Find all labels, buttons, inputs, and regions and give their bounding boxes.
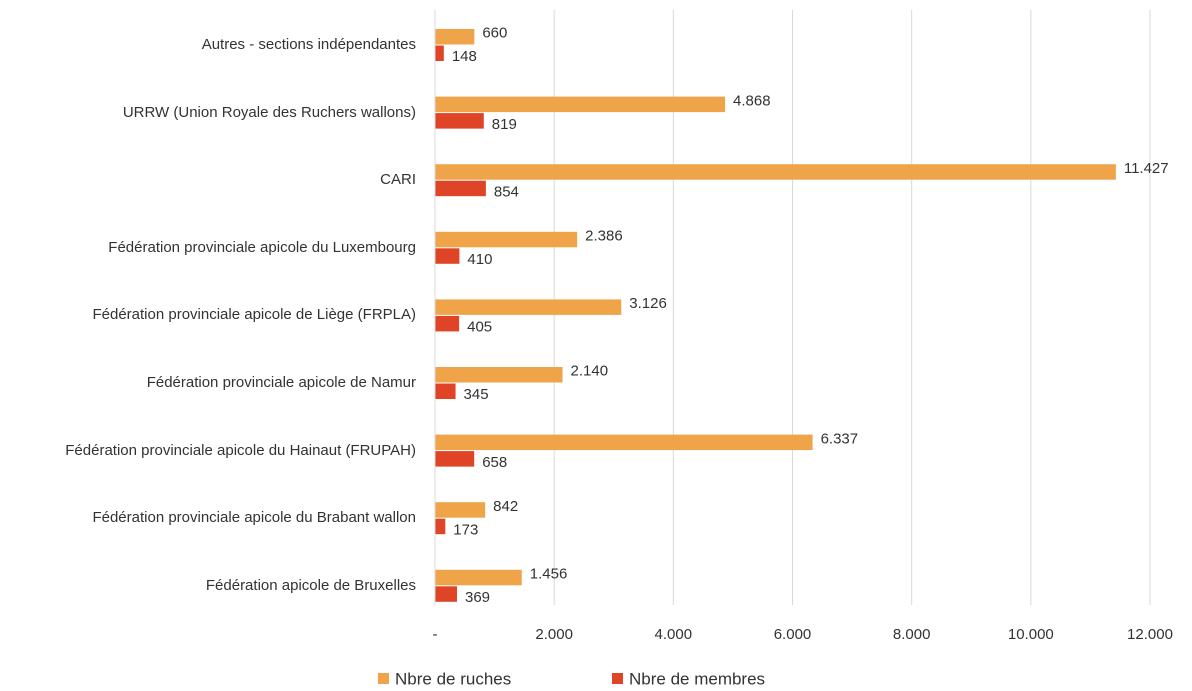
bar bbox=[435, 383, 456, 399]
legend-label: Nbre de ruches bbox=[395, 669, 511, 688]
legend-swatch bbox=[378, 673, 389, 684]
x-tick-label: - bbox=[433, 626, 438, 643]
bar bbox=[435, 586, 457, 602]
data-label: 173 bbox=[453, 521, 478, 538]
x-tick-label: 10.000 bbox=[1008, 626, 1054, 643]
category-label: Fédération provinciale apicole du Hainau… bbox=[65, 441, 416, 459]
data-label: 369 bbox=[465, 589, 490, 606]
bar bbox=[435, 367, 563, 383]
bar bbox=[435, 45, 444, 61]
x-tick-label: 8.000 bbox=[893, 626, 931, 643]
x-tick-label: 12.000 bbox=[1127, 626, 1173, 643]
category-label: URRW (Union Royale des Ruchers wallons) bbox=[122, 103, 416, 121]
bar bbox=[435, 315, 460, 332]
bar bbox=[435, 29, 475, 45]
bar bbox=[435, 164, 1116, 180]
legend-label: Nbre de membres bbox=[629, 669, 765, 688]
x-tick-label: 6.000 bbox=[774, 626, 812, 643]
data-label: 658 bbox=[482, 454, 507, 471]
data-label: 405 bbox=[467, 319, 492, 336]
category-label: Autres - sections indépendantes bbox=[201, 36, 416, 53]
data-label: 11.427 bbox=[1124, 160, 1169, 177]
data-label: 660 bbox=[482, 25, 507, 42]
x-tick-label: 4.000 bbox=[655, 626, 693, 643]
category-label: Fédération apicole de Bruxelles bbox=[205, 576, 416, 594]
bar bbox=[435, 434, 813, 451]
bar bbox=[435, 180, 486, 197]
data-label: 2.386 bbox=[585, 228, 623, 245]
data-label: 148 bbox=[452, 48, 477, 65]
bar bbox=[435, 96, 726, 113]
data-label: 4.868 bbox=[733, 92, 771, 109]
category-label: CARI bbox=[380, 171, 416, 189]
bar bbox=[435, 502, 486, 518]
bar bbox=[435, 231, 578, 248]
data-label: 410 bbox=[467, 251, 492, 268]
category-label: Fédération provinciale apicole du Braban… bbox=[92, 509, 416, 527]
bar bbox=[435, 518, 446, 535]
data-label: 1.456 bbox=[530, 566, 568, 583]
data-label: 345 bbox=[464, 386, 489, 403]
category-label: Fédération provinciale apicole de Liège … bbox=[92, 306, 416, 324]
data-label: 819 bbox=[492, 116, 517, 133]
data-label: 842 bbox=[493, 498, 518, 515]
bar bbox=[435, 113, 484, 129]
legend-swatch bbox=[612, 673, 623, 684]
bar bbox=[435, 569, 522, 586]
x-tick-label: 2.000 bbox=[535, 626, 573, 643]
data-label: 2.140 bbox=[571, 363, 609, 380]
category-label: Fédération provinciale apicole du Luxemb… bbox=[108, 238, 416, 256]
data-label: 854 bbox=[494, 183, 519, 200]
bar bbox=[435, 451, 475, 467]
bar bbox=[435, 248, 460, 264]
data-label: 6.337 bbox=[821, 430, 859, 447]
bar bbox=[435, 299, 622, 315]
category-label: Fédération provinciale apicole de Namur bbox=[146, 374, 416, 391]
data-label: 3.126 bbox=[629, 295, 667, 312]
